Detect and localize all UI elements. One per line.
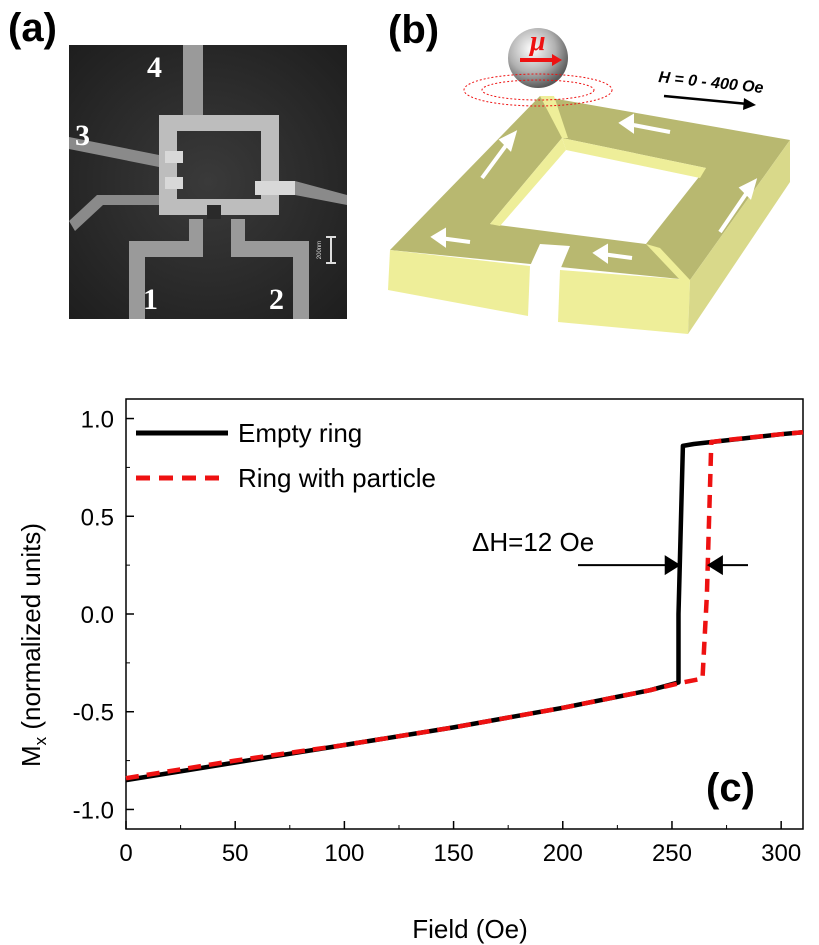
x-axis-title: Field (Oe) <box>412 914 528 944</box>
legend: Empty ring Ring with particle <box>136 418 436 493</box>
axis-ticks <box>125 417 782 829</box>
stray-field-loop-inner <box>481 79 595 101</box>
electrode-4 <box>183 45 203 123</box>
x-tick-label: 50 <box>222 840 249 867</box>
series-line-ring-with-particle <box>125 429 804 781</box>
panel-a-label: (a) <box>8 6 57 50</box>
delta-h-left-arrowhead <box>664 555 681 576</box>
particle-moment-label: μ <box>528 26 546 57</box>
x-tick-label: 0 <box>119 840 132 867</box>
sem-image: 200nm 4 3 1 2 <box>69 45 347 319</box>
delta-h-right-arrowhead <box>706 555 723 576</box>
y-tick-label: -0.5 <box>73 700 114 727</box>
x-tick-labels: 0 50 100 150 200 250 300 <box>119 840 801 867</box>
magnetization-arrows <box>430 113 758 264</box>
delta-h-label: ΔH=12 Oe <box>472 527 594 557</box>
x-tick-label: 300 <box>761 840 801 867</box>
electrode-3-label: 3 <box>75 119 90 152</box>
panel-b-label: (b) <box>388 8 440 52</box>
y-tick-label: 0.5 <box>81 504 114 531</box>
sem-ring <box>159 115 279 215</box>
panel-c-label: (c) <box>706 766 755 810</box>
ring-3d-illustration: μ H = 0 - 400 Oe <box>370 20 810 350</box>
hysteresis-chart: 0 50 100 150 200 250 300 1.0 0.5 0.0 -0.5 -1.0 Emp… <box>16 398 804 944</box>
series-line-empty-ring <box>125 429 804 783</box>
electrode-1 <box>129 219 203 319</box>
delta-h-annotation: ΔH=12 Oe <box>472 527 748 576</box>
electrode-3 <box>69 137 169 169</box>
legend-label-empty-ring: Empty ring <box>238 418 362 448</box>
ring-side-left <box>388 250 530 316</box>
ring-3d-drawing: μ H = 0 - 400 Oe <box>388 26 790 334</box>
applied-field-arrow <box>663 94 749 106</box>
y-tick-labels: 1.0 0.5 0.0 -0.5 -1.0 <box>73 407 114 825</box>
electrode-1-label: 1 <box>143 283 158 316</box>
y-tick-label: 1.0 <box>81 407 114 434</box>
legend-label-ring-with-particle: Ring with particle <box>238 463 436 493</box>
electrode-4-label: 4 <box>147 51 162 84</box>
ring-side-right <box>688 140 790 334</box>
x-tick-label: 150 <box>434 840 474 867</box>
ring-side-bottom <box>558 270 690 334</box>
scale-bar-text: 200nm <box>317 241 323 259</box>
stray-field-loop-outer <box>463 73 613 107</box>
series-layer <box>125 429 804 783</box>
sem-image-drawing: 200nm 4 3 1 2 <box>69 45 347 319</box>
y-tick-label: -1.0 <box>73 797 114 824</box>
x-tick-label: 100 <box>324 840 364 867</box>
electrode-2 <box>231 219 309 319</box>
x-tick-label: 250 <box>652 840 692 867</box>
x-tick-label: 200 <box>543 840 583 867</box>
y-tick-label: 0.0 <box>81 602 114 629</box>
electrode-2-label: 2 <box>269 283 284 316</box>
applied-field-label: H = 0 - 400 Oe <box>658 69 765 97</box>
electrode-lower-left-wire <box>69 195 169 231</box>
y-axis-title: Mx (normalized units) <box>16 523 50 767</box>
